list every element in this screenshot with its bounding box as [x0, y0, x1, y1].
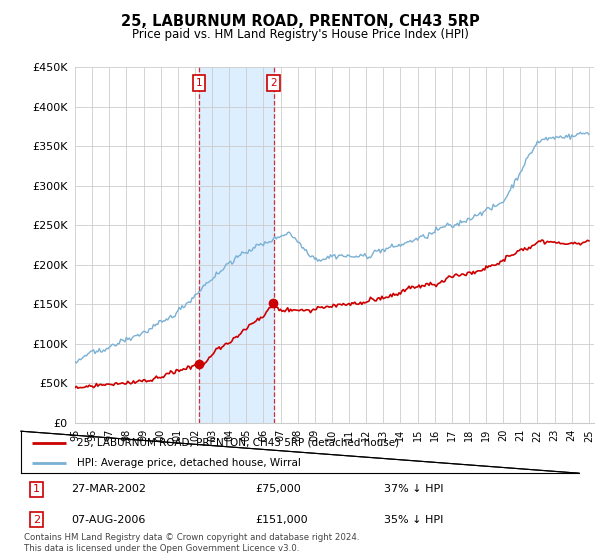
- Text: 27-MAR-2002: 27-MAR-2002: [71, 484, 146, 494]
- Text: £151,000: £151,000: [256, 515, 308, 525]
- Text: 1: 1: [196, 78, 202, 88]
- Text: HPI: Average price, detached house, Wirral: HPI: Average price, detached house, Wirr…: [77, 458, 301, 468]
- Text: 2: 2: [33, 515, 40, 525]
- Text: 25, LABURNUM ROAD, PRENTON, CH43 5RP: 25, LABURNUM ROAD, PRENTON, CH43 5RP: [121, 14, 479, 29]
- Bar: [199, 67, 274, 423]
- Text: Contains HM Land Registry data © Crown copyright and database right 2024.
This d: Contains HM Land Registry data © Crown c…: [24, 533, 359, 553]
- Text: 07-AUG-2006: 07-AUG-2006: [71, 515, 146, 525]
- Text: 37% ↓ HPI: 37% ↓ HPI: [384, 484, 443, 494]
- Text: 1: 1: [33, 484, 40, 494]
- Text: 2: 2: [271, 78, 277, 88]
- Text: 25, LABURNUM ROAD, PRENTON, CH43 5RP (detached house): 25, LABURNUM ROAD, PRENTON, CH43 5RP (de…: [77, 438, 399, 448]
- Text: 35% ↓ HPI: 35% ↓ HPI: [384, 515, 443, 525]
- Text: £75,000: £75,000: [256, 484, 301, 494]
- Text: Price paid vs. HM Land Registry's House Price Index (HPI): Price paid vs. HM Land Registry's House …: [131, 28, 469, 41]
